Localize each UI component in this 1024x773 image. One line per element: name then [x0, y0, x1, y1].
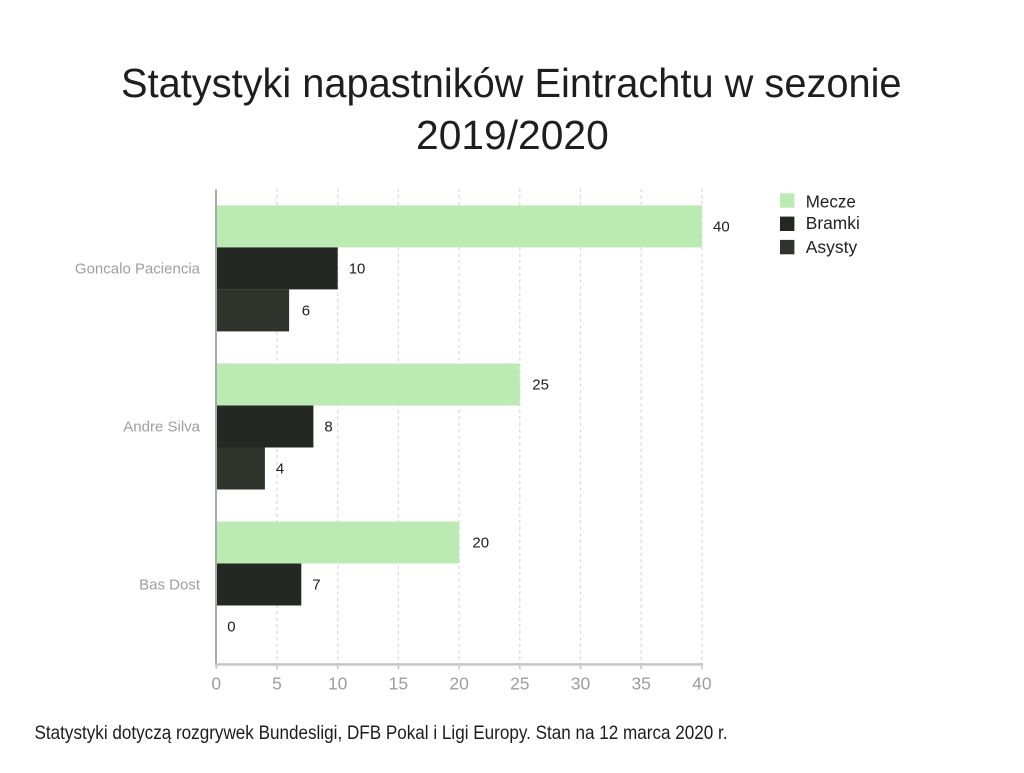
svg-text:25: 25	[510, 674, 529, 694]
svg-text:20: 20	[472, 535, 489, 552]
svg-text:40: 40	[692, 674, 712, 694]
svg-text:Andre Silva: Andre Silva	[123, 419, 200, 436]
svg-text:20: 20	[449, 674, 469, 694]
svg-text:5: 5	[272, 674, 282, 694]
svg-text:Bramki: Bramki	[806, 213, 860, 233]
svg-text:Goncalo Paciencia: Goncalo Paciencia	[75, 261, 201, 278]
svg-text:10: 10	[349, 261, 366, 278]
svg-text:7: 7	[312, 577, 320, 594]
svg-text:40: 40	[713, 219, 730, 236]
svg-text:6: 6	[302, 303, 310, 320]
svg-text:0: 0	[211, 674, 221, 694]
svg-text:10: 10	[328, 674, 348, 694]
svg-text:30: 30	[571, 674, 591, 694]
svg-text:Mecze: Mecze	[806, 191, 856, 211]
svg-text:Asysty: Asysty	[806, 237, 858, 257]
svg-text:Statystyki napastników Eintrac: Statystyki napastników Eintrachtu w sezo…	[121, 60, 902, 106]
svg-text:0: 0	[227, 619, 235, 636]
svg-text:25: 25	[532, 377, 549, 394]
svg-text:35: 35	[631, 674, 650, 694]
svg-text:15: 15	[389, 674, 408, 694]
svg-text:4: 4	[276, 461, 284, 478]
svg-text:8: 8	[324, 419, 332, 436]
svg-text:2019/2020: 2019/2020	[416, 112, 609, 158]
svg-text:Bas Dost: Bas Dost	[139, 577, 201, 594]
svg-text:Statystyki dotyczą rozgrywek B: Statystyki dotyczą rozgrywek Bundesligi,…	[35, 722, 728, 744]
